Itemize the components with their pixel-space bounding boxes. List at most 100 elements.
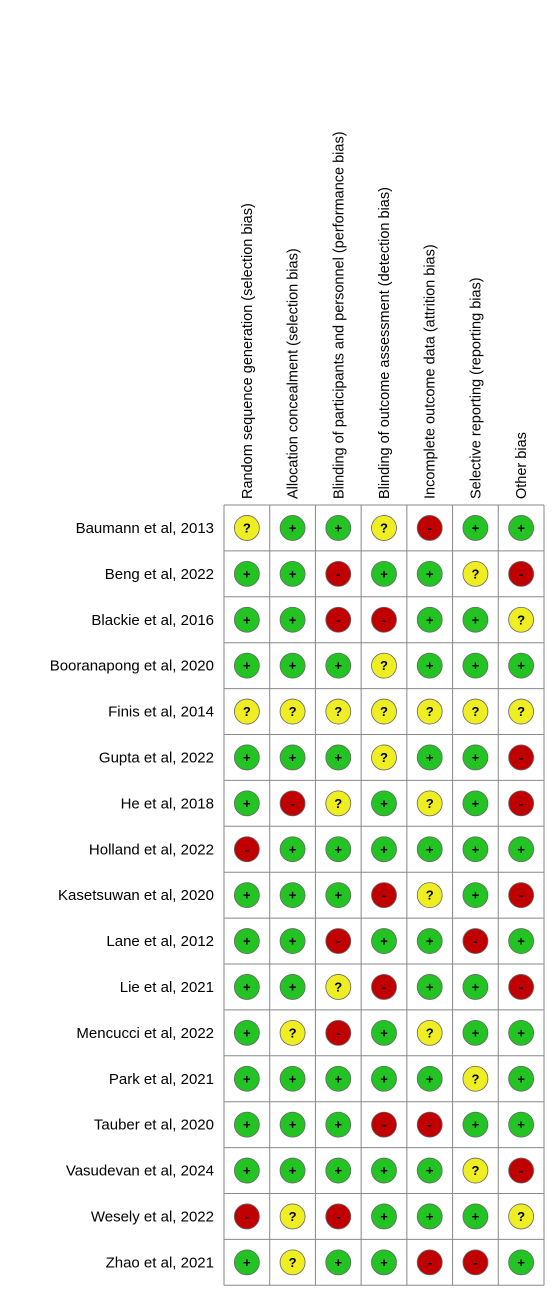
judgment-symbol: ? <box>334 704 342 719</box>
judgment-circle <box>233 1065 260 1092</box>
study-label: Blackie et al, 2016 <box>91 612 214 629</box>
judgment-circle <box>508 744 535 771</box>
judgment-symbol: + <box>243 1255 251 1270</box>
judgment-symbol: - <box>428 520 432 535</box>
judgment-symbol: - <box>428 1255 432 1270</box>
judgment-symbol: + <box>426 842 434 857</box>
judgment-symbol: ? <box>334 796 342 811</box>
judgment-symbol: - <box>519 979 523 994</box>
judgment-symbol: + <box>426 979 434 994</box>
judgment-circle <box>416 1203 443 1230</box>
column-header: Incomplete outcome data (attrition bias) <box>423 244 439 499</box>
study-label: Holland et al, 2022 <box>89 841 214 858</box>
judgment-symbol: + <box>334 1071 342 1086</box>
judgment-circle <box>233 698 260 725</box>
judgment-symbol: ? <box>426 1025 434 1040</box>
judgment-symbol: ? <box>289 704 297 719</box>
judgment-circle <box>508 1203 535 1230</box>
judgment-symbol: + <box>472 1209 480 1224</box>
study-label: Zhao et al, 2021 <box>106 1254 214 1271</box>
judgment-symbol: + <box>243 1025 251 1040</box>
judgment-symbol: - <box>382 979 386 994</box>
judgment-symbol: + <box>472 888 480 903</box>
judgment-symbol: + <box>472 1117 480 1132</box>
study-label: Lane et al, 2012 <box>106 933 214 950</box>
judgment-circle <box>233 606 260 633</box>
judgment-circle <box>279 652 306 679</box>
study-label: Lie et al, 2021 <box>120 979 214 996</box>
judgment-circle <box>279 515 306 541</box>
judgment-circle <box>325 1019 352 1046</box>
column-header: Random sequence generation (selection bi… <box>240 203 256 499</box>
judgment-symbol: + <box>426 1163 434 1178</box>
judgment-circle <box>508 1111 535 1138</box>
judgment-symbol: ? <box>243 520 251 535</box>
judgment-circle <box>371 744 397 771</box>
column-header: Allocation concealment (selection bias) <box>286 248 302 499</box>
judgment-symbol: ? <box>289 1255 297 1270</box>
judgment-symbol: + <box>517 842 525 857</box>
judgment-circle <box>462 560 489 587</box>
judgment-circle <box>508 515 535 541</box>
judgment-symbol: - <box>336 934 340 949</box>
judgment-circle <box>371 836 397 863</box>
judgment-symbol: ? <box>517 704 525 719</box>
judgment-circle <box>325 1065 352 1092</box>
judgment-circle <box>462 744 489 771</box>
study-label: Vasudevan et al, 2024 <box>66 1163 214 1180</box>
judgment-circle <box>325 515 352 541</box>
judgment-symbol: + <box>380 1025 388 1040</box>
judgment-circle <box>233 652 260 679</box>
judgment-circle <box>279 560 306 587</box>
column-header: Blinding of participants and personnel (… <box>331 131 347 499</box>
judgment-symbol: + <box>289 842 297 857</box>
judgment-symbol: ? <box>426 888 434 903</box>
judgment-circle <box>371 698 397 725</box>
judgment-circle <box>508 882 535 909</box>
judgment-circle <box>416 1111 443 1138</box>
judgment-circle <box>462 928 489 954</box>
judgment-circle <box>462 790 489 817</box>
judgment-symbol: ? <box>380 750 388 765</box>
judgment-circle <box>508 836 535 863</box>
judgment-circle <box>325 652 352 679</box>
judgment-symbol: ? <box>380 520 388 535</box>
judgment-circle <box>462 882 489 909</box>
judgment-symbol: + <box>243 796 251 811</box>
judgment-symbol: + <box>380 796 388 811</box>
study-label: Kasetsuwan et al, 2020 <box>58 887 214 904</box>
judgment-symbol: + <box>334 1163 342 1178</box>
judgment-symbol: ? <box>517 1209 525 1224</box>
judgment-symbol: + <box>517 934 525 949</box>
judgment-symbol: - <box>336 566 340 581</box>
judgment-symbol: - <box>428 1117 432 1132</box>
judgment-symbol: + <box>426 566 434 581</box>
judgment-symbol: + <box>243 1163 251 1178</box>
judgment-symbol: + <box>426 1071 434 1086</box>
judgment-symbol: ? <box>517 612 525 627</box>
judgment-circle <box>233 1249 260 1276</box>
judgment-circle <box>416 515 443 541</box>
judgment-symbol: + <box>243 1117 251 1132</box>
judgment-circle <box>462 652 489 679</box>
judgment-symbol: + <box>334 520 342 535</box>
judgment-circle <box>233 790 260 817</box>
judgment-symbol: + <box>472 658 480 673</box>
judgment-symbol: + <box>380 842 388 857</box>
judgment-symbol: + <box>472 979 480 994</box>
judgment-circle <box>233 1157 260 1184</box>
judgment-circle <box>371 882 397 909</box>
judgment-symbol: ? <box>380 658 388 673</box>
judgment-symbol: + <box>517 1025 525 1040</box>
judgment-circle <box>233 836 260 863</box>
judgment-circle <box>233 1019 260 1046</box>
judgment-circle <box>462 1249 489 1276</box>
judgment-circle <box>279 974 306 1000</box>
judgment-circle <box>462 1065 489 1092</box>
judgment-circle <box>279 1203 306 1230</box>
judgment-circle <box>371 1249 397 1276</box>
judgment-symbol: ? <box>471 1163 479 1178</box>
judgment-symbol: - <box>519 566 523 581</box>
judgment-circle <box>416 882 443 909</box>
